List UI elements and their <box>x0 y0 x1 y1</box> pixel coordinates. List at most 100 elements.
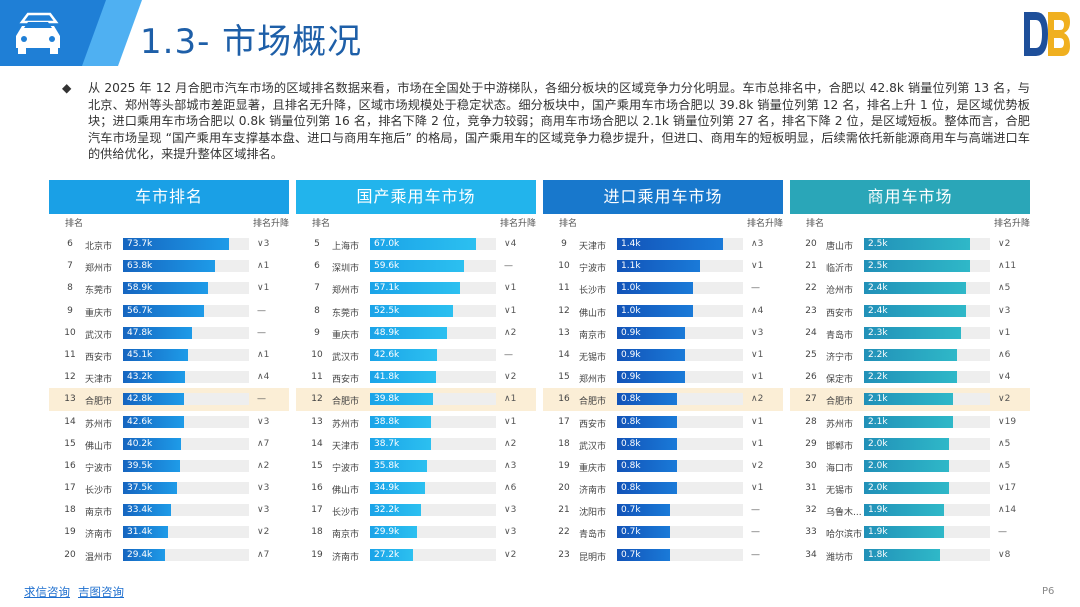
rank-change: ∧1 <box>257 349 270 360</box>
city-name: 济宁市 <box>826 352 854 363</box>
rank-number: 6 <box>314 261 320 272</box>
rank-change: ∨1 <box>751 438 764 449</box>
rank-column-label: 排名 <box>312 219 331 229</box>
link-qiuxin[interactable]: 求信咨询 <box>24 585 70 599</box>
city-name: 西安市 <box>332 375 360 386</box>
rank-number: 19 <box>64 527 76 538</box>
table-row: 5 上海市 67.0k ∨4 <box>296 233 536 255</box>
city-name: 临沂市 <box>826 264 854 275</box>
value-bar <box>617 548 670 561</box>
rank-change: ∧7 <box>257 549 270 560</box>
value-bar <box>864 548 940 561</box>
value-bar <box>123 504 171 517</box>
table-row: 7 郑州市 57.1k ∨1 <box>296 277 536 299</box>
value-bar <box>617 260 700 273</box>
value-label: 0.7k <box>621 505 641 516</box>
value-bar <box>123 415 184 428</box>
table-row: 11 西安市 45.1k ∧1 <box>49 344 289 366</box>
value-bar <box>370 326 447 339</box>
table-row: 32 乌鲁木... 1.9k ∧14 <box>790 499 1030 521</box>
rank-change: ∧3 <box>504 460 517 471</box>
rank-change: ∧14 <box>998 505 1017 516</box>
value-bar <box>123 393 184 406</box>
rank-number: 29 <box>805 438 817 449</box>
change-column-label: 排名升降 <box>499 219 536 229</box>
value-bar <box>123 482 177 495</box>
ranking-rows: 6 北京市 73.7k ∨3 7 郑州市 63.8k ∧1 8 东莞市 58.9k ∨1 9 重庆市 56.… <box>49 233 289 566</box>
value-bar <box>617 482 677 495</box>
rank-change: ∧1 <box>504 394 517 405</box>
panel-subhead: 排名 排名升降 <box>790 216 1030 230</box>
value-bar <box>617 459 677 472</box>
value-label: 2.0k <box>868 438 888 449</box>
table-row: 14 苏州市 42.6k ∨3 <box>49 411 289 433</box>
value-bar <box>864 482 949 495</box>
value-label: 2.4k <box>868 283 888 294</box>
city-name: 深圳市 <box>332 264 360 275</box>
value-bar <box>370 282 460 295</box>
table-row: 25 济宁市 2.2k ∧6 <box>790 344 1030 366</box>
table-row: 34 潍坊市 1.8k ∨8 <box>790 544 1030 566</box>
table-row: 18 南京市 29.9k ∨3 <box>296 521 536 543</box>
rank-change: ∨3 <box>998 305 1011 316</box>
rank-number: 12 <box>558 305 570 316</box>
value-label: 38.7k <box>374 438 400 449</box>
rank-column-label: 排名 <box>806 219 825 229</box>
table-row: 12 天津市 43.2k ∧4 <box>49 366 289 388</box>
rank-number: 15 <box>64 438 76 449</box>
value-bar <box>864 437 949 450</box>
rank-change: ∨1 <box>504 416 517 427</box>
rank-change: ∨1 <box>504 283 517 294</box>
ranking-panel-2: 国产乘用车市场 排名 排名升降 5 上海市 67.0k ∨4 6 深圳市 59.6k — 7 郑州市 57… <box>296 180 536 572</box>
value-label: 34.9k <box>374 483 400 494</box>
panel-title: 商用车市场 <box>790 180 1030 214</box>
value-bar <box>617 238 723 250</box>
value-bar <box>864 459 949 472</box>
rank-number: 15 <box>311 460 323 471</box>
table-row: 13 苏州市 38.8k ∨1 <box>296 411 536 433</box>
city-name: 青岛市 <box>826 330 854 341</box>
city-name: 乌鲁木... <box>826 508 862 519</box>
rank-number: 25 <box>805 349 817 360</box>
rank-change: ∧2 <box>751 394 764 405</box>
rank-change: ∨3 <box>257 416 270 427</box>
rank-change: ∨2 <box>257 527 270 538</box>
value-label: 37.5k <box>127 483 153 494</box>
rank-number: 10 <box>558 261 570 272</box>
rank-number: 9 <box>561 239 567 249</box>
value-bar <box>617 282 693 295</box>
value-label: 0.8k <box>621 416 641 427</box>
rank-number: 34 <box>805 549 817 560</box>
table-row: 19 济南市 31.4k ∨2 <box>49 521 289 543</box>
value-label: 32.2k <box>374 505 400 516</box>
city-name: 北京市 <box>85 242 113 252</box>
city-name: 哈尔滨市 <box>826 530 863 541</box>
value-bar <box>370 459 427 472</box>
link-jitu[interactable]: 吉图咨询 <box>78 585 124 599</box>
city-name: 长沙市 <box>85 486 113 497</box>
value-bar <box>617 371 685 384</box>
panel-subhead: 排名 排名升降 <box>296 216 536 230</box>
value-bar <box>864 526 944 539</box>
table-row: 6 深圳市 59.6k — <box>296 255 536 277</box>
table-row: 14 无锡市 0.9k ∨1 <box>543 344 783 366</box>
summary-paragraph: ◆ 从 2025 年 12 月合肥市汽车市场的区域排名数据来看，市场在全国处于中… <box>62 80 1030 163</box>
rank-change: ∨3 <box>257 239 270 249</box>
city-name: 济南市 <box>332 552 360 563</box>
rank-number: 17 <box>558 416 570 427</box>
page-number: P6 <box>1042 586 1055 597</box>
table-row: 10 武汉市 47.8k — <box>49 322 289 344</box>
table-row: 8 东莞市 52.5k ∨1 <box>296 300 536 322</box>
change-column-label: 排名升降 <box>746 219 783 229</box>
city-name: 昆明市 <box>579 552 607 563</box>
value-label: 57.1k <box>374 283 400 294</box>
city-name: 佛山市 <box>332 486 360 497</box>
city-name: 温州市 <box>85 552 113 563</box>
table-row: 24 青岛市 2.3k ∨1 <box>790 322 1030 344</box>
city-name: 南京市 <box>85 508 113 519</box>
city-name: 西安市 <box>826 308 854 319</box>
value-label: 1.9k <box>868 527 888 538</box>
table-row: 9 重庆市 56.7k — <box>49 300 289 322</box>
city-name: 济南市 <box>579 486 607 497</box>
city-name: 潍坊市 <box>826 552 854 563</box>
